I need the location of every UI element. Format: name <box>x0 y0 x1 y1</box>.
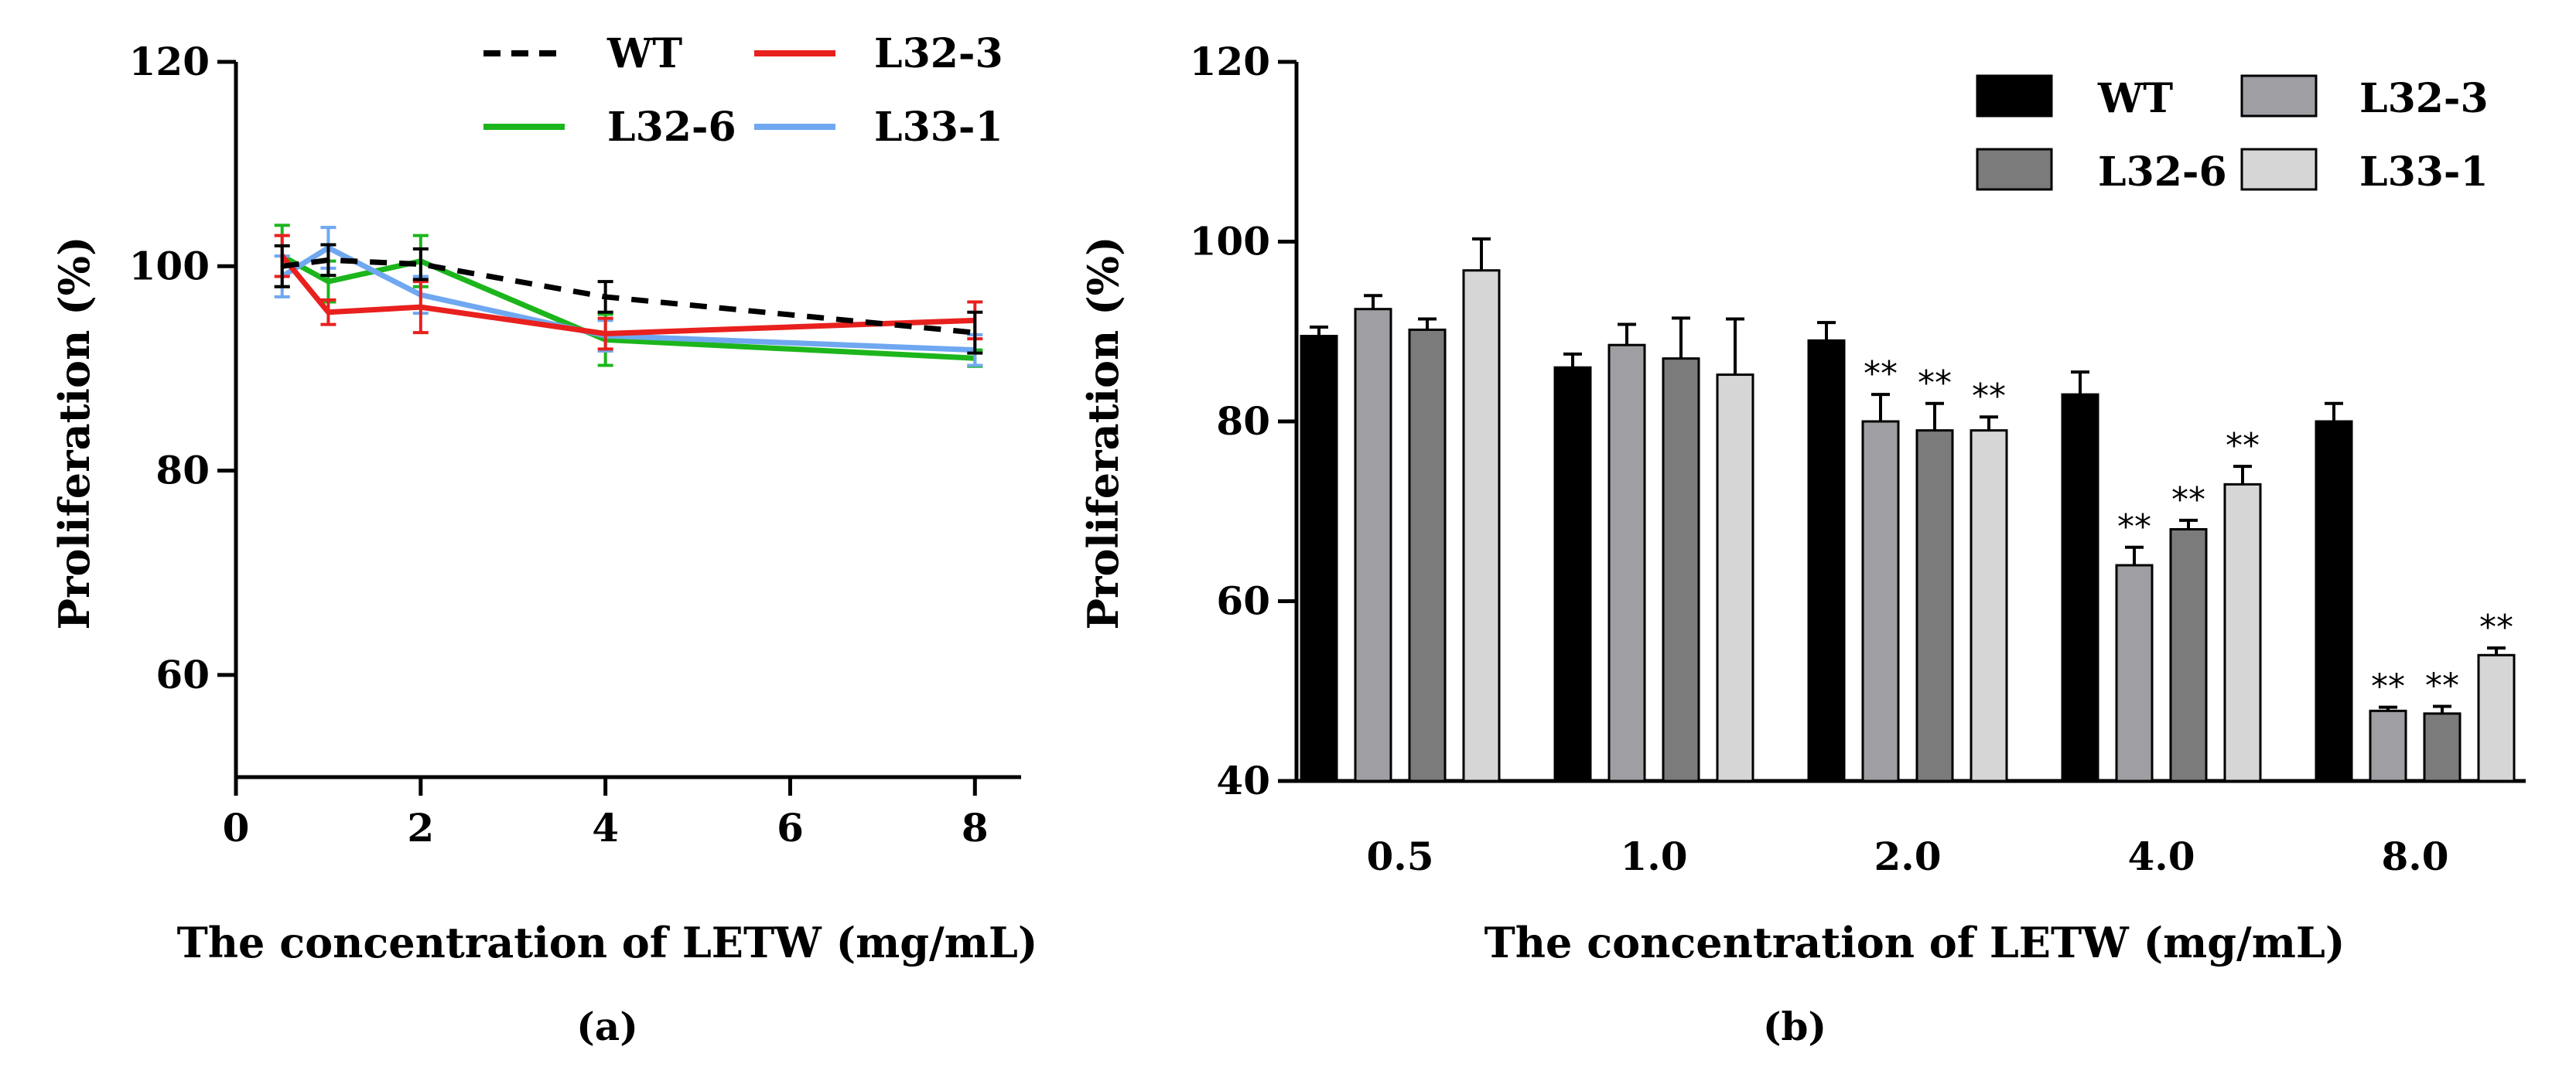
bar <box>1408 328 1447 783</box>
legend-label-wt: WT <box>606 30 682 77</box>
series-l33-1 <box>274 226 983 367</box>
panel-label-a: (a) <box>576 1004 638 1049</box>
panel-a-line-chart: 60 80 100 120 0 2 4 6 8 The concentration of LETW… <box>50 30 1037 1049</box>
legend-label-l33-1: L33-1 <box>2359 148 2489 196</box>
bar <box>1970 429 2008 783</box>
legend-swatch-l32-6 <box>1976 148 2053 191</box>
data-point <box>326 310 330 314</box>
legend-label-wt: WT <box>2097 75 2173 122</box>
bar <box>2315 420 2353 783</box>
series-wt <box>1300 321 2353 783</box>
x-axis-title: The concentration of LETW (mg/mL) <box>177 918 1038 967</box>
legend-swatch-wt <box>1976 74 2053 118</box>
series-l32-3: ** ** ** <box>1354 294 2407 783</box>
legend-label-l32-6: L32-6 <box>2098 148 2227 196</box>
data-point <box>603 295 607 298</box>
bar <box>2115 564 2154 783</box>
bar <box>2061 393 2099 783</box>
y-tick-label: 100 <box>1190 219 1270 264</box>
y-tick-label: 60 <box>1216 578 1270 624</box>
bar <box>1462 269 1501 783</box>
data-point <box>326 280 330 284</box>
series-wt <box>274 243 983 355</box>
significance-marker: ** <box>2171 480 2205 520</box>
x-category-label: 2.0 <box>1874 834 1942 879</box>
y-tick-label: 60 <box>155 652 210 697</box>
significance-marker: ** <box>1918 363 1952 403</box>
y-axis-title: Proliferation (%) <box>50 236 99 629</box>
x-category-label: 8.0 <box>2382 834 2449 879</box>
y-tick-label: 80 <box>1216 398 1270 444</box>
legend: WT L32-3 L32-6 L33-1 <box>483 30 1003 151</box>
significance-marker: ** <box>2117 507 2151 547</box>
panel-label-b: (b) <box>1763 1004 1826 1049</box>
x-tick-label: 8 <box>962 805 989 851</box>
significance-marker: ** <box>2371 667 2405 707</box>
data-point <box>326 258 330 262</box>
data-point <box>603 332 607 336</box>
significance-marker: ** <box>1864 354 1898 394</box>
x-category-label: 0.5 <box>1367 834 1434 879</box>
y-axis-title: Proliferation (%) <box>1078 236 1128 629</box>
bar <box>1607 343 1646 783</box>
legend-label-l33-1: L33-1 <box>874 104 1003 151</box>
bar <box>1300 335 1338 783</box>
data-point <box>419 305 422 309</box>
y-tick-label: 40 <box>1216 758 1270 803</box>
bar <box>1915 429 1954 783</box>
data-point <box>280 264 284 268</box>
bar <box>1716 373 1754 783</box>
significance-marker: ** <box>2425 667 2459 706</box>
legend: WT L32-3 L32-6 L33-1 <box>1976 74 2489 196</box>
bar <box>2423 712 2462 783</box>
y-tick-label: 120 <box>1190 39 1270 84</box>
series-l32-3 <box>274 234 983 351</box>
significance-marker: ** <box>1972 377 2006 416</box>
bar <box>2169 528 2208 783</box>
legend-swatch-l32-3 <box>2240 74 2318 118</box>
bar <box>1861 420 1900 783</box>
data-point <box>419 262 422 266</box>
x-tick-label: 2 <box>407 805 434 851</box>
bar <box>2223 483 2262 783</box>
legend-swatch-l33-1 <box>2240 148 2318 191</box>
legend-label-l32-3: L32-3 <box>874 30 1003 77</box>
bar <box>1553 366 1592 783</box>
significance-marker: ** <box>2479 608 2513 647</box>
bar <box>2369 709 2407 783</box>
y-tick-label: 120 <box>129 39 210 84</box>
bar <box>1662 357 1700 783</box>
x-tick-label: 4 <box>592 805 619 851</box>
legend-label-l32-6: L32-6 <box>607 104 736 151</box>
data-point <box>973 331 977 335</box>
bar <box>2477 653 2516 783</box>
significance-marker: ** <box>2226 426 2260 465</box>
bar <box>1807 339 1846 783</box>
series-line <box>282 257 975 336</box>
series-l32-6: ** ** ** <box>1408 316 2462 783</box>
series-l33-1: ** ** ** <box>1462 237 2516 783</box>
x-tick-label: 0 <box>223 805 250 851</box>
y-tick-label: 80 <box>155 448 210 493</box>
x-axis-title: The concentration of LETW (mg/mL) <box>1484 918 2345 967</box>
y-tick-label: 100 <box>129 243 210 288</box>
legend-label-l32-3: L32-3 <box>2359 75 2489 122</box>
x-category-label: 4.0 <box>2128 834 2195 879</box>
bar <box>1354 308 1392 783</box>
x-tick-label: 6 <box>777 805 804 851</box>
x-category-label: 1.0 <box>1621 834 1688 879</box>
